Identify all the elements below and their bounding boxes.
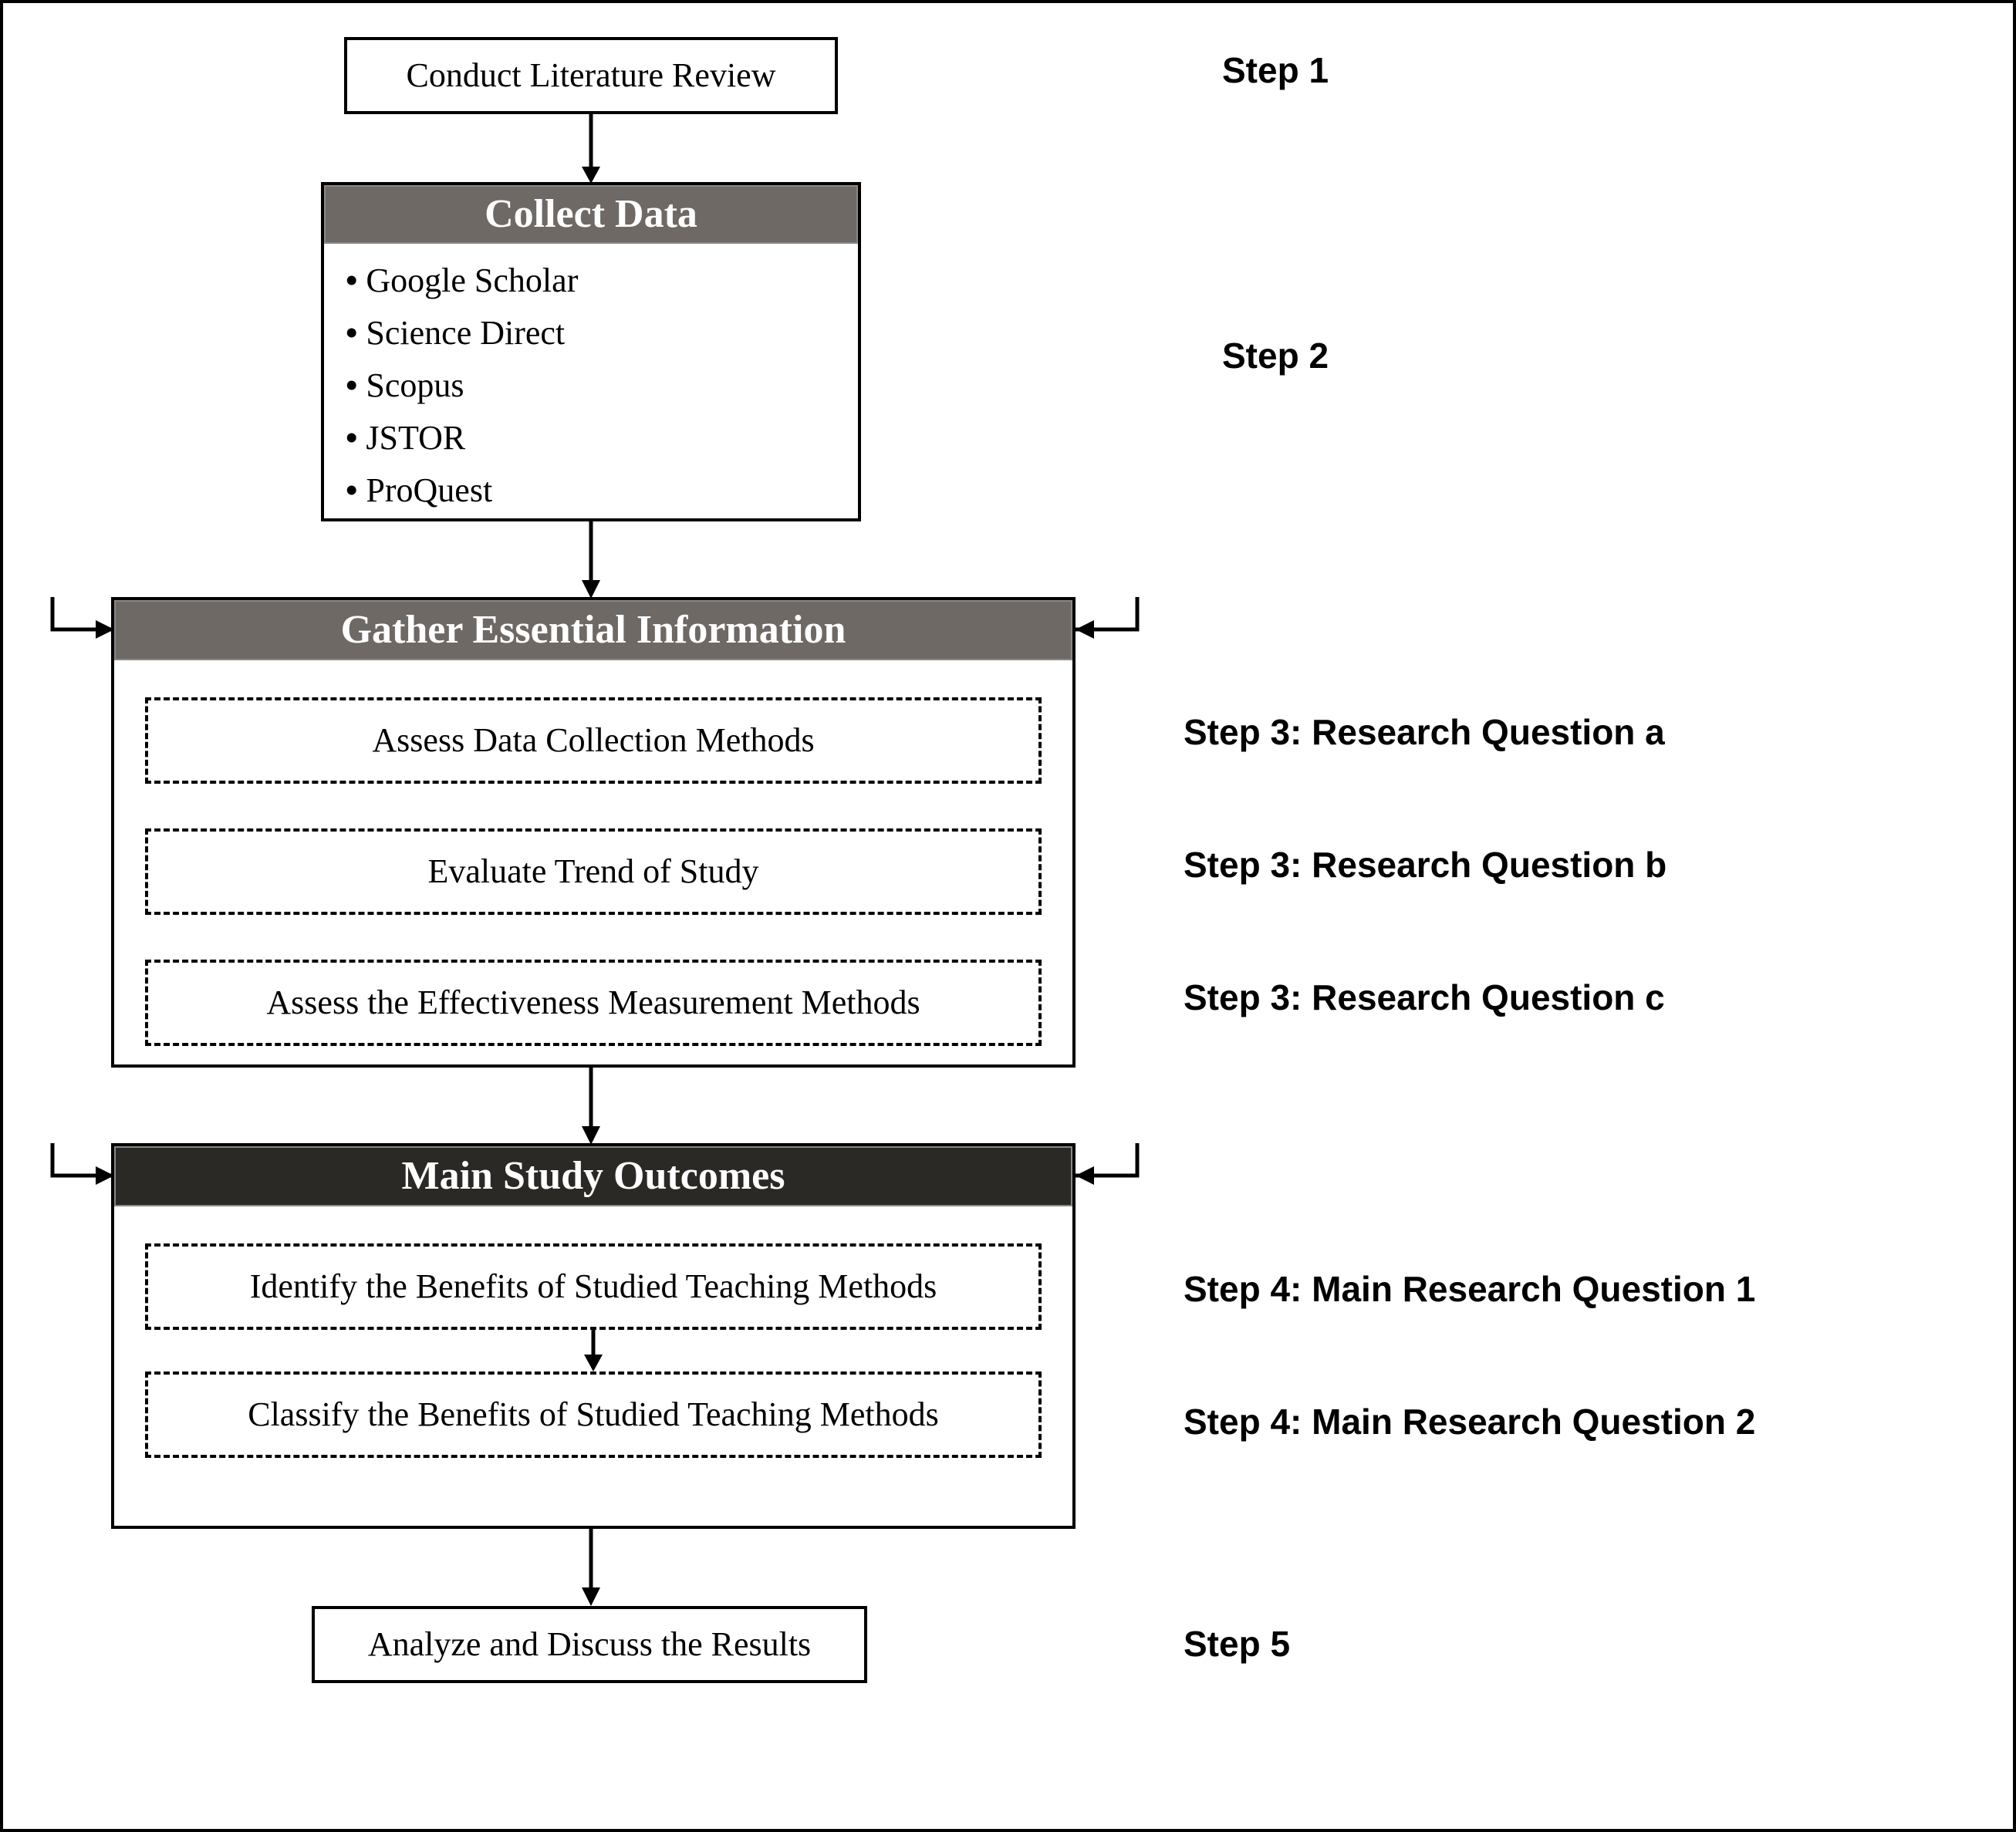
step-2-label: Step 2 [1222, 335, 1329, 376]
step-4a-label: Step 4: Main Research Question 1 [1184, 1268, 1755, 1310]
gather-info-header: Gather Essential Information [114, 600, 1072, 660]
sub-assess-methods: Assess Data Collection Methods [145, 697, 1042, 784]
arrow-4a-4b [578, 1330, 609, 1371]
flowchart-canvas: Conduct Literature Review Step 1 Collect… [0, 0, 2016, 1832]
sub-identify-benefits: Identify the Benefits of Studied Teachin… [145, 1243, 1042, 1330]
sub-classify-benefits: Classify the Benefits of Studied Teachin… [145, 1371, 1042, 1458]
step-3b-label: Step 3: Research Question b [1184, 844, 1666, 886]
node-collect-data: Collect Data Google Scholar Science Dire… [321, 182, 861, 521]
collect-data-header: Collect Data [324, 185, 858, 244]
loop-3-right [1068, 597, 1145, 690]
arrow-2-3 [576, 521, 606, 599]
step-5-label: Step 5 [1184, 1623, 1290, 1665]
collect-item: ProQuest [346, 464, 836, 517]
collect-item: Scopus [346, 359, 836, 412]
arrow-1-2 [576, 114, 606, 184]
loop-4-right [1068, 1143, 1145, 1236]
node-gather-info: Gather Essential Information Assess Data… [111, 597, 1076, 1068]
arrow-4-5 [576, 1529, 606, 1606]
node-analyze-discuss-label: Analyze and Discuss the Results [368, 1625, 811, 1663]
collect-data-list: Google Scholar Science Direct Scopus JST… [324, 244, 858, 528]
collect-item: JSTOR [346, 412, 836, 464]
sub-assess-effectiveness: Assess the Effectiveness Measurement Met… [145, 960, 1042, 1046]
node-literature-review: Conduct Literature Review [344, 37, 838, 114]
step-3c-label: Step 3: Research Question c [1184, 977, 1665, 1018]
loop-3-left [45, 597, 122, 690]
node-analyze-discuss: Analyze and Discuss the Results [312, 1606, 867, 1683]
step-1-label: Step 1 [1222, 49, 1329, 91]
step-4b-label: Step 4: Main Research Question 2 [1184, 1401, 1755, 1442]
collect-item: Google Scholar [346, 255, 836, 307]
node-main-outcomes: Main Study Outcomes Identify the Benefit… [111, 1143, 1076, 1529]
loop-4-left [45, 1143, 122, 1236]
main-outcomes-header: Main Study Outcomes [114, 1146, 1072, 1206]
arrow-3-4 [576, 1068, 606, 1145]
collect-item: Science Direct [346, 307, 836, 359]
sub-evaluate-trend: Evaluate Trend of Study [145, 828, 1042, 915]
node-literature-review-label: Conduct Literature Review [407, 56, 776, 94]
step-3a-label: Step 3: Research Question a [1184, 711, 1665, 753]
